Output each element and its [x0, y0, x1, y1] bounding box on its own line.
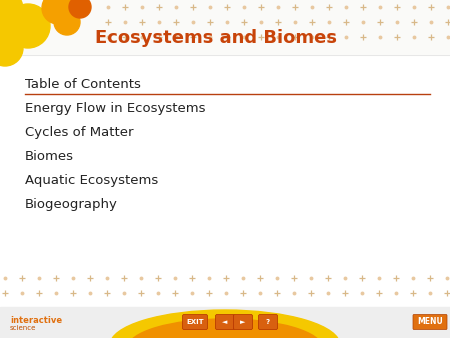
- Circle shape: [42, 0, 74, 24]
- Text: Aquatic Ecosystems: Aquatic Ecosystems: [25, 174, 158, 187]
- Bar: [0, 0, 450, 55]
- Text: science: science: [10, 325, 36, 331]
- FancyBboxPatch shape: [216, 314, 234, 330]
- Text: Ecosystems and Biomes: Ecosystems and Biomes: [95, 29, 337, 47]
- Text: Cycles of Matter: Cycles of Matter: [25, 126, 134, 139]
- Text: Energy Flow in Ecosystems: Energy Flow in Ecosystems: [25, 102, 206, 115]
- Text: Table of Contents: Table of Contents: [25, 78, 141, 91]
- Text: ►: ►: [240, 319, 246, 325]
- FancyBboxPatch shape: [258, 314, 278, 330]
- Text: EXIT: EXIT: [186, 319, 204, 325]
- Circle shape: [0, 30, 23, 66]
- Text: MENU: MENU: [417, 317, 443, 327]
- Circle shape: [0, 0, 23, 35]
- Text: ◄: ◄: [222, 319, 228, 325]
- Text: Biomes: Biomes: [25, 150, 74, 163]
- Circle shape: [54, 9, 80, 35]
- Text: Biogeography: Biogeography: [25, 198, 118, 211]
- Text: interactive: interactive: [10, 316, 62, 325]
- Circle shape: [69, 0, 91, 18]
- FancyBboxPatch shape: [234, 314, 252, 330]
- Ellipse shape: [127, 319, 323, 338]
- Bar: [0, 307, 450, 338]
- FancyBboxPatch shape: [413, 314, 447, 330]
- Text: ?: ?: [266, 319, 270, 325]
- Circle shape: [6, 4, 50, 48]
- FancyBboxPatch shape: [183, 314, 207, 330]
- Ellipse shape: [110, 310, 340, 338]
